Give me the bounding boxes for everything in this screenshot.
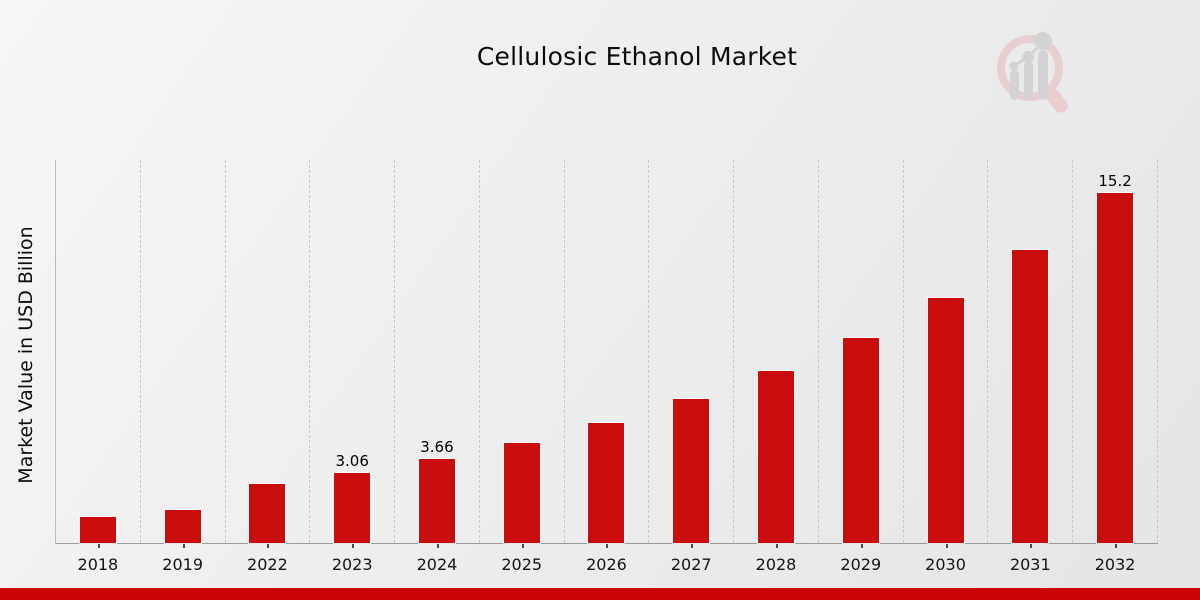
x-axis-tick-2022 xyxy=(267,544,270,548)
x-axis-label-2027: 2027 xyxy=(670,555,712,574)
x-axis-tick-2029 xyxy=(860,544,863,548)
category-cell-2031: 2031 xyxy=(988,160,1074,574)
x-axis-label-2025: 2025 xyxy=(501,555,543,574)
x-axis-label-2032: 2032 xyxy=(1094,555,1136,574)
x-axis-label-2031: 2031 xyxy=(1009,555,1051,574)
x-axis-label-2030: 2030 xyxy=(925,555,966,574)
bar-2028 xyxy=(757,370,795,544)
bar-2026 xyxy=(587,422,626,544)
x-axis-tick-2026 xyxy=(606,544,609,548)
x-axis-label-2023: 2023 xyxy=(331,555,373,574)
bar-2029 xyxy=(841,337,880,544)
x-axis-label-2022: 2022 xyxy=(247,555,288,574)
magnifier-bar-chart-logo xyxy=(997,32,1068,113)
x-axis-tick-2018 xyxy=(97,544,100,548)
x-axis-label-2019: 2019 xyxy=(162,555,203,574)
category-cell-2023: 3.06 2023 xyxy=(310,160,396,574)
x-axis-label-2026: 2026 xyxy=(586,555,627,574)
bar-2030 xyxy=(926,297,965,544)
category-cell-2024: 3.66 2024 xyxy=(395,160,480,574)
category-cell-2032: 15.2 2032 xyxy=(1073,160,1158,574)
category-cell-2019: 2019 xyxy=(141,160,226,574)
x-axis-label-2028: 2028 xyxy=(755,555,797,574)
bar-2032 xyxy=(1096,192,1135,544)
bar-value-label-2023: 3.06 xyxy=(335,452,369,470)
x-axis-tick-2024 xyxy=(436,544,439,548)
category-cell-2027: 2027 xyxy=(649,160,735,574)
x-axis-tick-2023 xyxy=(352,544,355,548)
bottom-accent-strip xyxy=(0,588,1200,600)
category-cell-2018: 2018 xyxy=(56,160,141,574)
bar-value-label-2032: 15.2 xyxy=(1098,172,1132,190)
bar-2027 xyxy=(672,398,711,544)
x-axis-label-2018: 2018 xyxy=(77,555,119,574)
bar-2023 xyxy=(333,472,372,544)
plot-area: 2018 2019 2022 3.06 2023 3.66 2024 2025 2026 2027… xyxy=(55,160,1158,574)
bar-2018 xyxy=(78,516,117,544)
x-axis-tick-2025 xyxy=(521,544,524,548)
x-axis-tick-2019 xyxy=(182,544,185,548)
category-cell-2022: 2022 xyxy=(226,160,311,574)
x-axis-tick-2027 xyxy=(691,544,694,548)
bar-2024 xyxy=(417,458,456,544)
x-axis-tick-2031 xyxy=(1030,544,1033,548)
category-cell-2026: 2026 xyxy=(565,160,650,574)
x-axis-label-2024: 2024 xyxy=(416,555,458,574)
category-cell-2028: 2028 xyxy=(734,160,819,574)
bar-2019 xyxy=(163,509,202,544)
chart-title: Cellulosic Ethanol Market xyxy=(476,42,798,71)
x-axis-tick-2028 xyxy=(776,544,778,548)
category-cell-2030: 2030 xyxy=(904,160,989,574)
y-axis-label: Market Value in USD Billion xyxy=(15,226,37,484)
category-cell-2025: 2025 xyxy=(480,160,565,574)
x-axis-tick-2032 xyxy=(1115,544,1118,548)
bar-2022 xyxy=(248,483,287,544)
x-axis-label-2029: 2029 xyxy=(840,555,882,574)
x-axis-tick-2030 xyxy=(945,544,948,548)
category-cell-2029: 2029 xyxy=(819,160,904,574)
bar-2025 xyxy=(502,442,541,544)
bar-value-label-2024: 3.66 xyxy=(420,438,454,456)
bar-2031 xyxy=(1011,249,1050,544)
